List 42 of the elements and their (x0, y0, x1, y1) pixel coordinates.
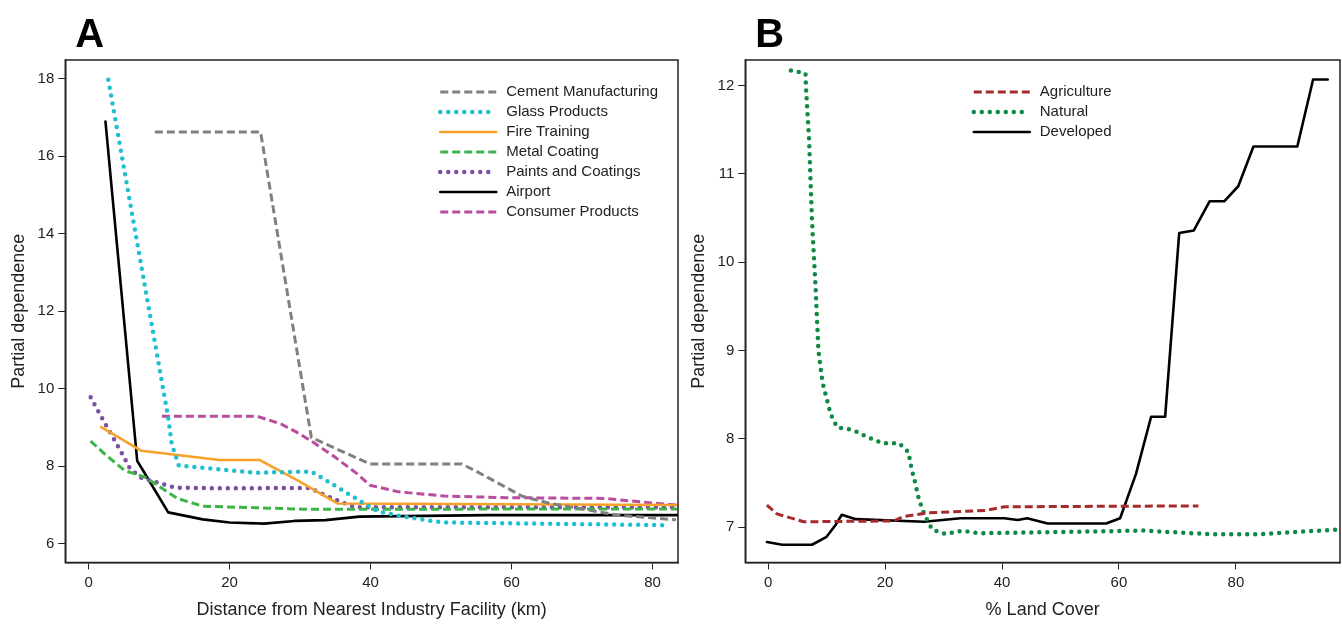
x-tick-label: 40 (362, 572, 379, 590)
y-tick-label: 12 (37, 301, 55, 319)
legend-label: Metal Coating (506, 142, 599, 160)
line-series (160, 414, 678, 507)
y-tick-label: 18 (37, 68, 55, 86)
y-tick-label: 7 (725, 517, 735, 535)
x-tick-label: 40 (993, 572, 1011, 590)
legend-label: Agriculture (1039, 82, 1112, 100)
y-tick-label: 10 (37, 378, 55, 396)
y-tick-label: 16 (37, 146, 55, 164)
legend-label: Glass Products (506, 102, 608, 120)
y-tick-label: 11 (718, 164, 735, 182)
legend-label: Natural (1039, 102, 1089, 120)
line-series (765, 503, 1200, 524)
x-tick-label: 0 (84, 572, 93, 590)
legend-label: Cement Manufacturing (506, 82, 659, 100)
x-tick-label: 20 (876, 572, 894, 590)
y-tick-label: 14 (37, 223, 55, 241)
y-tick-label: 8 (725, 428, 735, 446)
legend-label: Paints and Coatings (506, 162, 641, 180)
legend-label: Airport (506, 182, 552, 200)
x-tick-label: 0 (763, 572, 773, 590)
x-axis-title: % Land Cover (985, 599, 1100, 620)
chart-title: B (755, 11, 785, 56)
x-tick-label: 60 (1110, 572, 1128, 590)
legend-label: Fire Training (506, 122, 590, 140)
y-tick-label: 10 (717, 252, 735, 270)
y-axis-title: Partial dependence (7, 233, 28, 389)
x-tick-label: 80 (1227, 572, 1245, 590)
legend-label: Developed (1039, 122, 1112, 140)
y-tick-label: 12 (717, 75, 735, 93)
x-tick-label: 20 (221, 572, 238, 590)
y-axis-title: Partial dependence (687, 233, 708, 389)
x-tick-label: 80 (644, 572, 661, 590)
legend-label: Consumer Products (506, 202, 639, 220)
x-axis-title: Distance from Nearest Industry Facility (km) (196, 599, 547, 620)
line-series (89, 439, 678, 511)
chart-title: A (75, 11, 105, 56)
y-tick-label: 8 (45, 456, 55, 474)
x-tick-label: 60 (503, 572, 520, 590)
y-tick-label: 6 (45, 533, 55, 551)
y-tick-label: 9 (725, 340, 735, 358)
